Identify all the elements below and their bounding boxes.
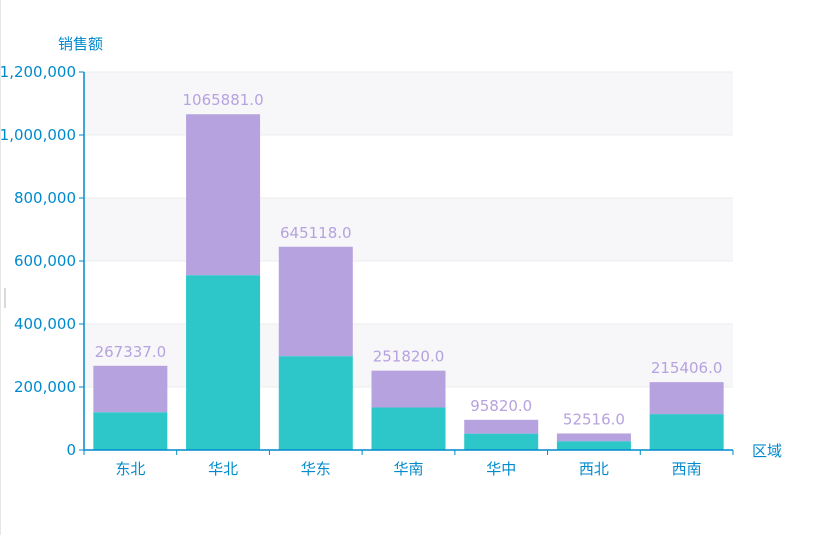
- x-tick-label: 华东: [301, 460, 331, 478]
- bars: [93, 114, 724, 450]
- bar-total-label: 52516.0: [563, 410, 625, 428]
- bar-segment: [464, 433, 539, 450]
- bar-segment: [278, 356, 353, 450]
- bar-total-label: 267337.0: [95, 343, 167, 361]
- x-tick-label: 华中: [486, 460, 516, 478]
- y-axis-title: 销售额: [58, 35, 103, 53]
- y-axis: 0 200,000 400,000 600,000 800,000 1,000,000 1,…: [0, 63, 85, 459]
- x-axis: 东北 华北 华东 华南 华中 西北 西南: [83, 449, 734, 478]
- x-tick-label: 华北: [208, 460, 238, 478]
- grid-band: [84, 198, 733, 261]
- grid-bands: [84, 72, 733, 387]
- bar-total-labels: 267337.0 1065881.0 645118.0 251820.0 95820.0…: [95, 91, 723, 428]
- grid-band: [84, 72, 733, 135]
- y-tick-label: 800,000: [14, 189, 76, 207]
- x-tick-label: 西北: [579, 460, 609, 478]
- x-tick-label: 东北: [115, 460, 145, 478]
- x-axis-title: 区域: [752, 442, 782, 460]
- x-tick-label: 华南: [393, 460, 423, 478]
- bar-segment: [93, 365, 168, 413]
- bar-segment: [649, 414, 724, 450]
- bar-total-label: 645118.0: [280, 224, 352, 242]
- x-tick-label: 西南: [672, 460, 702, 478]
- bar-total-label: 251820.0: [373, 348, 445, 366]
- y-tick-label: 1,000,000: [0, 126, 76, 144]
- bar-segment: [556, 441, 631, 450]
- y-tick-label: 400,000: [14, 315, 76, 333]
- bar-segment: [371, 370, 446, 408]
- y-tick-label: 0: [66, 441, 76, 459]
- bar-total-label: 1065881.0: [183, 91, 264, 109]
- panel-resize-handle[interactable]: [4, 288, 6, 308]
- bar-segment: [649, 382, 724, 415]
- bar-segment: [93, 412, 168, 450]
- bar-segment: [464, 419, 539, 434]
- bar-segment: [371, 407, 446, 450]
- bar-segment: [186, 114, 261, 276]
- bar-segment: [186, 275, 261, 450]
- bar-segment: [278, 246, 353, 357]
- panel-left-border: [0, 0, 1, 535]
- bar-total-label: 215406.0: [651, 359, 723, 377]
- y-tick-label: 600,000: [14, 252, 76, 270]
- y-tick-label: 200,000: [14, 378, 76, 396]
- bar-total-label: 95820.0: [470, 397, 532, 415]
- bar-segment: [556, 433, 631, 442]
- y-tick-label: 1,200,000: [0, 63, 76, 81]
